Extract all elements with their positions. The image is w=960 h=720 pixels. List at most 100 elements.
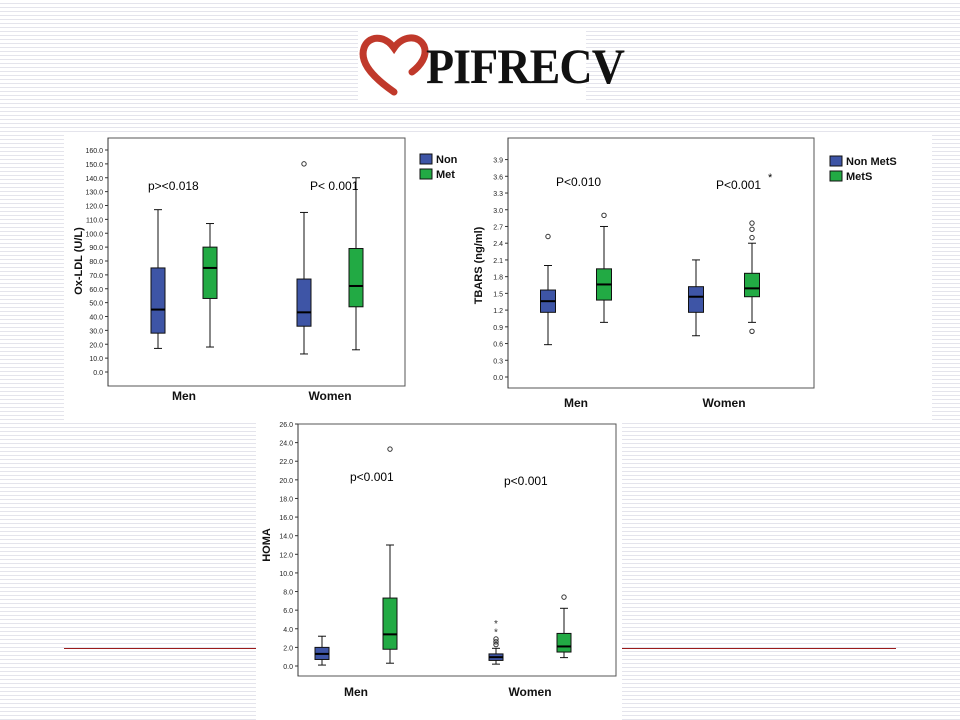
- outlier-point: [493, 639, 499, 645]
- outlier-point: [749, 234, 755, 241]
- y-axis-label: Ox-LDL (U/L): [73, 227, 85, 295]
- y-tick-label: 0.9: [493, 325, 503, 332]
- outlier-point: [387, 446, 393, 452]
- outlier-point: [493, 641, 499, 648]
- y-tick-label: 0.0: [283, 664, 293, 671]
- box-iqr: [296, 278, 312, 327]
- y-tick-label: 50.0: [89, 301, 103, 308]
- oxldl-boxplot: 0.0 10.0 20.0 30.0 40.0 50.0 60.0 70.0 80.0 90.0 1…: [73, 137, 458, 403]
- y-tick-label: 3.3: [493, 191, 503, 198]
- y-tick-label: 70.0: [89, 273, 103, 280]
- x-category-label: Men: [564, 396, 588, 410]
- outlier-point: [493, 636, 499, 642]
- y-tick-label: 0.0: [93, 370, 103, 377]
- y-tick-label: 1.5: [493, 291, 503, 298]
- y-tick-label: 20.0: [279, 478, 293, 485]
- y-tick-label: 120.0: [85, 204, 103, 211]
- x-category-label: Men: [172, 389, 196, 403]
- x-category-label: Women: [308, 389, 351, 403]
- legend-label-mets: MetS: [846, 171, 872, 183]
- outlier-point: [561, 594, 567, 600]
- y-tick-label: 130.0: [85, 190, 103, 197]
- outlier-point: [749, 328, 755, 334]
- y-tick-label: 6.0: [283, 608, 293, 615]
- y-tick-label: 60.0: [89, 287, 103, 294]
- chart-panel-homa: 0.0 2.0 4.0 6.0 8.0 10.0 12.0 14.0 16.0 18.0 20.0 2…: [256, 420, 622, 720]
- y-tick-label: 22.0: [279, 459, 293, 466]
- y-tick-label: 0.3: [493, 358, 503, 365]
- y-tick-label: 1.2: [493, 308, 503, 315]
- x-category-label: Women: [702, 396, 745, 410]
- legend-swatch-mets: [829, 170, 843, 182]
- x-category-label: Women: [508, 685, 551, 699]
- y-tick-label: 160.0: [85, 148, 103, 155]
- outlier-point: [749, 226, 755, 232]
- pvalue-women: P< 0.001: [310, 179, 359, 193]
- box-iqr: [744, 272, 760, 298]
- y-axis-label: HOMA: [261, 528, 273, 562]
- y-tick-label: 110.0: [86, 217, 103, 224]
- y-tick-label: 24.0: [279, 441, 293, 448]
- heart-logo-icon: [359, 34, 429, 96]
- y-tick-label: 90.0: [89, 245, 103, 252]
- y-tick-label: 1.8: [493, 275, 503, 282]
- y-tick-label: 2.0: [283, 645, 293, 652]
- y-tick-label: 16.0: [279, 515, 293, 522]
- significance-asterisk: *: [768, 172, 773, 184]
- y-tick-label: 80.0: [89, 259, 103, 266]
- y-tick-label: 0.0: [493, 375, 503, 382]
- y-tick-label: 10.0: [89, 356, 103, 363]
- chart-panel-oxldl: 0.0 10.0 20.0 30.0 40.0 50.0 60.0 70.0 80.0 90.0 1…: [64, 134, 472, 422]
- y-tick-label: 2.7: [493, 224, 503, 231]
- y-tick-label: 14.0: [279, 534, 293, 541]
- pvalue-men: p<0.001: [350, 470, 394, 484]
- y-tick-label: 0.6: [493, 342, 503, 349]
- y-tick-label: 3.0: [493, 208, 503, 215]
- box-iqr: [556, 632, 572, 653]
- legend-label-mets: Met: [436, 169, 455, 181]
- y-tick-label: 3.9: [493, 158, 503, 165]
- outlier-point: [545, 233, 551, 240]
- box-iqr: [150, 267, 166, 334]
- box-iqr: [348, 248, 364, 308]
- box-iqr: [382, 597, 398, 650]
- legend-label-non-mets: Non MetS: [846, 156, 897, 168]
- y-tick-label: 12.0: [279, 552, 293, 559]
- legend-swatch-non-mets: [419, 153, 433, 165]
- y-tick-label: 100.0: [85, 231, 103, 238]
- outlier-point: [749, 220, 755, 226]
- x-category-label: Men: [344, 685, 368, 699]
- box-iqr: [688, 286, 704, 313]
- y-tick-label: 30.0: [89, 328, 103, 335]
- y-tick-label: 2.4: [493, 241, 503, 248]
- extreme-point: *: [494, 628, 498, 639]
- outlier-point: [601, 212, 607, 219]
- legend-swatch-non-mets: [829, 155, 843, 167]
- outlier-point: [301, 161, 307, 167]
- y-tick-label: 3.6: [493, 174, 503, 181]
- pvalue-women: P<0.001: [716, 178, 762, 192]
- y-tick-label: 140.0: [85, 176, 103, 183]
- y-tick-label: 4.0: [283, 627, 293, 634]
- pvalue-men: P<0.010: [556, 175, 602, 189]
- extreme-point: *: [494, 619, 498, 630]
- y-axis-label: TBARS (ng/ml): [473, 226, 485, 304]
- y-tick-label: 20.0: [89, 342, 103, 349]
- legend-swatch-mets: [419, 168, 433, 180]
- y-tick-label: 18.0: [279, 496, 293, 503]
- plot-frame: [507, 137, 815, 389]
- y-tick-label: 150.0: [85, 162, 103, 169]
- y-tick-label: 26.0: [279, 422, 293, 429]
- y-tick-label: 2.1: [493, 258, 503, 265]
- box-iqr: [202, 246, 218, 299]
- chart-panel-tbars: 0.0 0.3 0.6 0.9 1.2 1.5 1.8 2.1 2.4 2.7 3.0 3.3 3.6 3…: [472, 134, 932, 422]
- logo-text: PIFRECV: [426, 38, 625, 94]
- pifrecv-logo: PIFRECV: [358, 30, 625, 102]
- y-tick-label: 8.0: [283, 590, 293, 597]
- pvalue-men: p><0.018: [148, 179, 199, 193]
- homa-boxplot: 0.0 2.0 4.0 6.0 8.0 10.0 12.0 14.0 16.0 18.0 20.0 2…: [261, 422, 617, 699]
- legend-label-non-mets: Non: [436, 154, 458, 166]
- y-tick-label: 10.0: [279, 571, 293, 578]
- y-tick-label: 40.0: [89, 315, 103, 322]
- pvalue-women: p<0.001: [504, 474, 548, 488]
